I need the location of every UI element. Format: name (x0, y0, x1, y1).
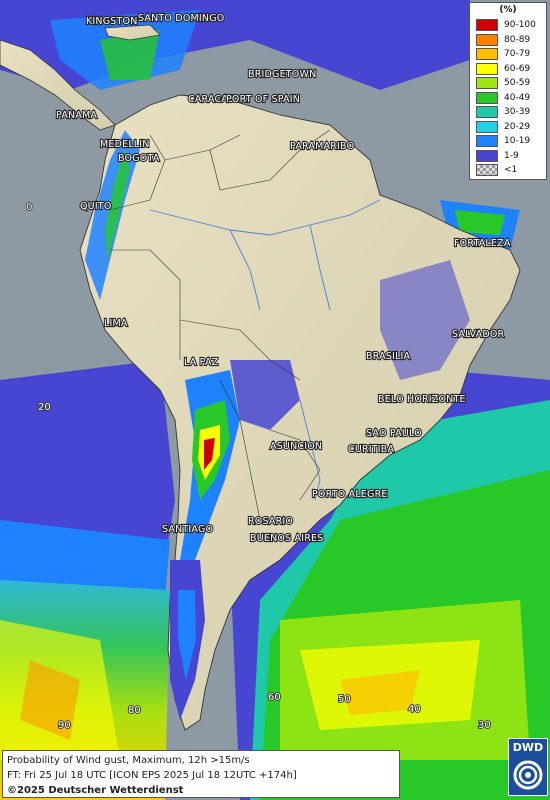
legend-label: 60-69 (504, 63, 531, 74)
city-label: SAO PAULO (366, 428, 422, 439)
city-label: BRIDGETOWN (248, 69, 316, 80)
city-labels: KINGSTON SANTO DOMINGO BRIDGETOWN CARACA… (55, 12, 512, 545)
city-label: CARACAS (188, 94, 234, 105)
legend-row: 1-9 (476, 149, 542, 162)
lon-label: 60 (268, 692, 281, 703)
legend-swatch (476, 106, 498, 118)
legend-label: 40-49 (504, 92, 531, 103)
legend-row: 50-59 (476, 77, 542, 89)
lon-label: 90 (58, 720, 71, 731)
legend-swatch (476, 164, 498, 176)
legend-label: 70-79 (504, 49, 531, 59)
legend-swatch (476, 120, 498, 133)
legend-swatch (476, 91, 498, 104)
city-label: SANTO DOMINGO (138, 13, 224, 24)
city-label: FORTALEZA (454, 238, 511, 249)
legend-label: 90-100 (504, 20, 536, 30)
legend-swatch (476, 135, 498, 147)
forecast-time: FT: Fri 25 Jul 18 UTC [ICON EPS 2025 Jul… (7, 770, 297, 781)
city-label: LIMA (104, 318, 128, 329)
andes-band (85, 130, 470, 720)
legend-row: <1 (476, 164, 542, 176)
legend-label: 50-59 (504, 78, 531, 88)
legend-row: 30-39 (476, 106, 542, 118)
legend-row: 80-89 (476, 33, 542, 46)
legend-swatch (476, 48, 498, 60)
legend-row: 70-79 (476, 48, 542, 60)
city-label: PANAMA (56, 110, 97, 121)
city-label: BELO HORIZONTE (378, 394, 466, 405)
city-label: SALVADOR (452, 329, 505, 340)
legend-label: 1-9 (504, 150, 519, 161)
dwd-logo: DWD (508, 738, 548, 796)
legend-swatch (476, 19, 498, 31)
legend-row: 40-49 (476, 91, 542, 104)
lat-label: 20 (38, 402, 51, 413)
city-label: MEDELLIN (100, 139, 150, 150)
copyright: ©2025 Deutscher Wetterdienst (7, 785, 184, 796)
city-label: ASUNCION (270, 441, 322, 452)
legend-row: 90-100 (476, 19, 542, 31)
legend-swatch (476, 33, 498, 46)
legend-label: 10-19 (504, 136, 531, 146)
legend-label: 30-39 (504, 107, 531, 117)
city-label: PARAMARIBO (290, 141, 354, 152)
lon-label: 40 (408, 704, 421, 715)
city-label: PORT OF SPAIN (226, 94, 300, 105)
lon-label: 80 (128, 705, 141, 716)
legend-swatch (476, 149, 498, 162)
legend-row: 60-69 (476, 62, 542, 75)
legend-row: 20-29 (476, 120, 542, 133)
legend-swatch (476, 62, 498, 75)
city-label: KINGSTON (86, 16, 138, 27)
rivers (149, 199, 381, 501)
legend-unit: (%) (499, 5, 517, 15)
legend-row: 10-19 (476, 135, 542, 147)
legend: (%) 90-100 80-89 70-79 60-69 50-59 40-49 30-39… (469, 2, 547, 180)
logo-text: DWD (512, 741, 544, 754)
city-label: QUITO (80, 201, 112, 212)
city-label: BOGOTA (118, 153, 160, 164)
lat-label: 0 (26, 202, 32, 213)
city-label: SANTIAGO (162, 524, 213, 535)
legend-label: <1 (504, 165, 518, 175)
legend-swatch (476, 77, 498, 89)
info-box: Probability of Wind gust, Maximum, 12h >… (2, 750, 400, 798)
city-label: LA PAZ (184, 357, 219, 368)
city-label: PORTO ALEGRE (312, 489, 388, 500)
city-label: BUENOS AIRES (250, 533, 323, 544)
lon-label: 50 (338, 694, 351, 705)
country-borders (109, 129, 331, 521)
product-title: Probability of Wind gust, Maximum, 12h >… (7, 755, 250, 766)
legend-label: 80-89 (504, 34, 531, 45)
graticule-labels: 0 20 90 80 60 50 40 30 (25, 201, 492, 732)
lon-label: 30 (478, 720, 491, 731)
city-label: BRASILIA (366, 351, 411, 362)
city-label: CURITIBA (348, 444, 395, 455)
swirl-icon (513, 760, 543, 790)
city-label: ROSARIO (248, 516, 293, 527)
legend-label: 20-29 (504, 121, 531, 132)
